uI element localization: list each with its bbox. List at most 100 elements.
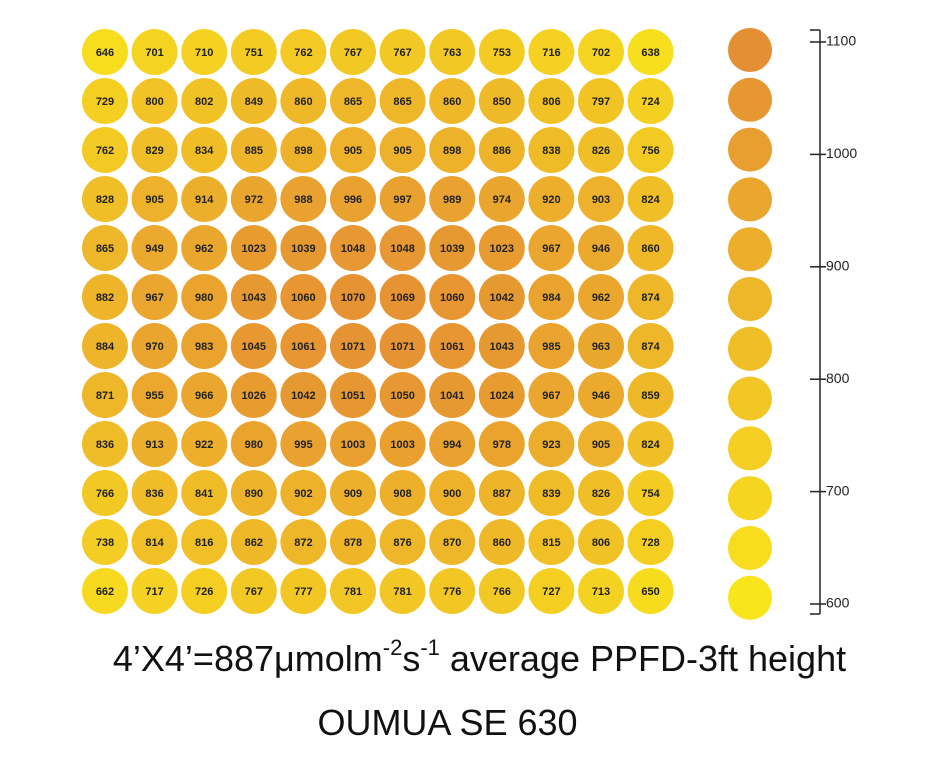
cell [478,470,525,516]
cell [478,225,525,271]
cell [131,225,178,271]
cell-label: 876 [393,537,411,549]
cell [181,176,228,222]
cell [82,176,128,222]
cell [82,372,128,418]
cell-label: 767 [393,47,411,59]
cell [379,29,426,75]
cell [280,470,327,516]
cell [429,176,476,222]
cell [528,78,575,124]
scale-tick-label: 800 [826,370,850,386]
caption: 4’X4’=887μmolm-2s-1 average PPFD-3ft hei… [10,635,939,680]
cell-label: 903 [592,194,610,206]
cell [280,323,327,369]
cell-label: 967 [542,243,560,255]
cell-label: 970 [145,341,163,353]
cell [578,127,624,173]
cell [528,470,575,516]
cell [280,29,327,75]
cell [280,421,327,467]
cell-label: 841 [195,488,213,500]
cell-label: 815 [542,537,560,549]
cell [379,176,426,222]
cell [627,323,674,369]
cell-label: 762 [294,47,312,59]
cell [280,78,327,124]
cell-label: 763 [443,47,461,59]
cell-label: 902 [294,488,312,500]
cell-label: 884 [96,341,115,353]
cell [379,470,426,516]
cell-label: 1048 [390,243,414,255]
cell-label: 874 [641,292,660,304]
cell [528,176,575,222]
cell [181,421,228,467]
cell-label: 962 [195,243,213,255]
cell [181,372,228,418]
cell-label: 727 [542,586,560,598]
cell [478,421,525,467]
cell [181,127,228,173]
cell-label: 908 [393,488,411,500]
cell-label: 710 [195,47,213,59]
cell-label: 1061 [440,341,464,353]
cell-label: 923 [542,439,560,451]
cell [82,29,128,75]
cell [82,225,128,271]
cell-label: 702 [592,47,610,59]
cell-label: 898 [443,145,461,157]
cell [82,470,128,516]
cell-label: 887 [493,488,511,500]
cell [379,372,426,418]
cell-label: 890 [245,488,263,500]
caption-text: 4’X4’=887μmolm [112,638,383,679]
cell-label: 1039 [440,243,464,255]
cell [429,568,476,614]
cell [330,568,376,614]
cell-label: 646 [96,47,114,59]
cell-label: 766 [493,586,511,598]
cell-label: 905 [145,194,163,206]
cell [627,29,674,75]
cell [131,274,178,320]
cell-label: 1050 [390,390,414,402]
caption-sup: -1 [420,635,440,660]
cell-label: 738 [96,537,114,549]
cell [429,372,476,418]
cell-label: 865 [393,96,411,108]
cell-label: 978 [493,439,511,451]
cell-label: 826 [592,488,610,500]
cell-label: 1060 [440,292,464,304]
cell-label: 955 [145,390,163,402]
cell [528,323,575,369]
cell [528,372,575,418]
cell [230,225,277,271]
cell-label: 865 [344,96,362,108]
cell-label: 713 [592,586,610,598]
cell-label: 860 [443,96,461,108]
cell [379,519,426,565]
legend-swatch [728,426,772,471]
cell-label: 905 [393,145,411,157]
cell-label: 995 [294,439,312,451]
cell-label: 1051 [341,390,365,402]
cell-label: 726 [195,586,213,598]
cell [131,421,178,467]
cell-label: 753 [493,47,511,59]
cell-label: 985 [542,341,560,353]
cell [528,274,575,320]
cell-label: 806 [592,537,610,549]
cell [181,568,228,614]
cell-label: 1023 [490,243,514,255]
cell [478,29,525,75]
cell [330,519,376,565]
cell [578,470,624,516]
cell-label: 767 [344,47,362,59]
cell [280,274,327,320]
cell-label: 860 [294,96,312,108]
cell-label: 962 [592,292,610,304]
cell-label: 871 [96,390,114,402]
cell [627,372,674,418]
cell [330,29,376,75]
